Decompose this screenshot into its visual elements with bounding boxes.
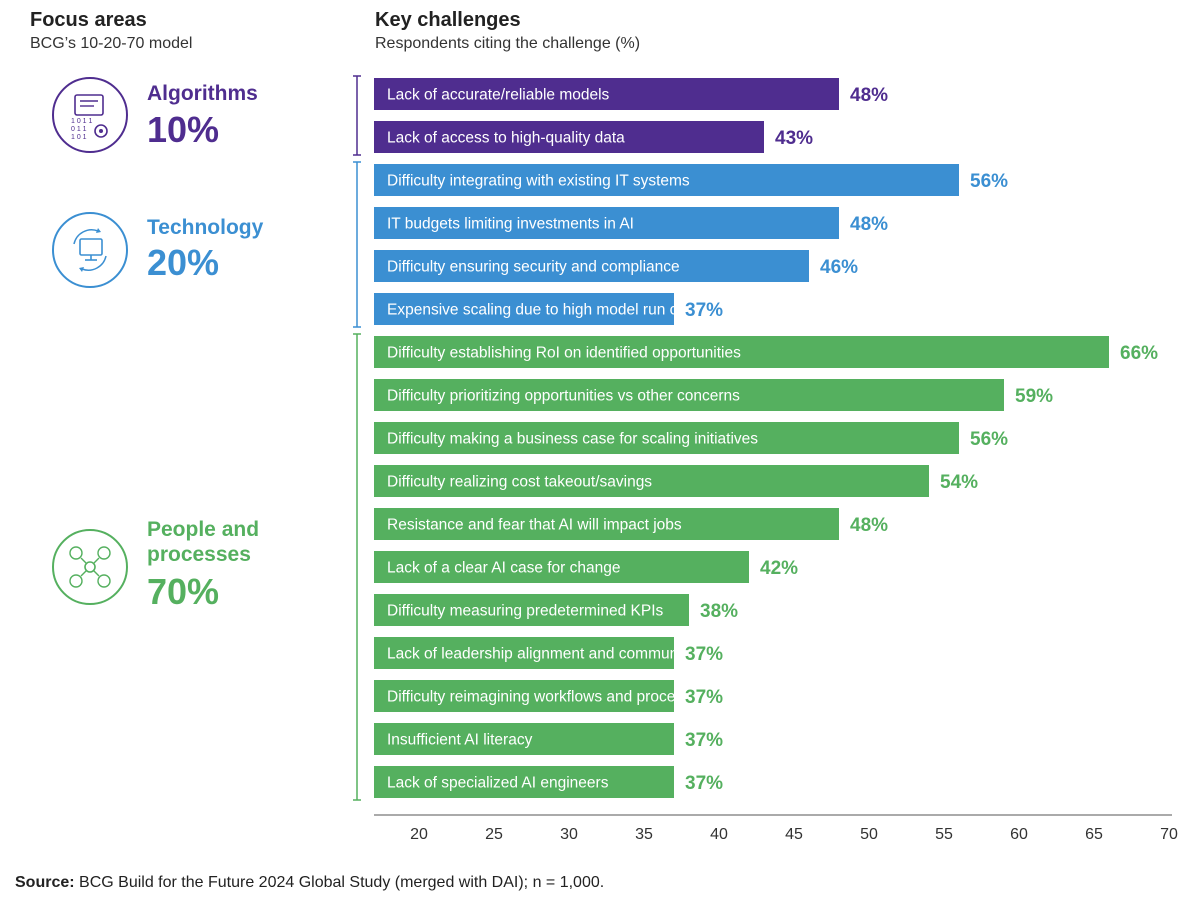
- bar-label: Difficulty integrating with existing IT …: [387, 173, 690, 190]
- bar-value-label: 48%: [850, 214, 888, 235]
- chart-title: Key challenges: [375, 9, 521, 31]
- svg-text:0 1 1: 0 1 1: [71, 126, 87, 133]
- source-text: BCG Build for the Future 2024 Global Stu…: [79, 874, 605, 891]
- bar: [374, 766, 674, 798]
- focus-area-name-people-line2: processes: [147, 543, 251, 566]
- people-network-icon: [52, 529, 128, 605]
- focus-area-percent-algorithms: 10%: [147, 109, 220, 150]
- bar-value-label: 37%: [685, 687, 723, 708]
- bar-label: Difficulty establishing RoI on identifie…: [387, 345, 741, 362]
- x-tick-label: 70: [1160, 826, 1178, 843]
- x-tick-label: 25: [485, 826, 503, 843]
- bar-label: Difficulty making a business case for sc…: [387, 431, 758, 448]
- bar: [374, 250, 809, 282]
- bar: [374, 465, 929, 497]
- svg-text:1 0 1 1: 1 0 1 1: [71, 118, 93, 125]
- bar-value-label: 56%: [970, 171, 1008, 192]
- focus-area-name-people-line1: People and: [147, 518, 260, 541]
- x-tick-label: 20: [410, 826, 428, 843]
- focus-area-name-technology: Technology: [147, 216, 264, 239]
- x-tick-label: 40: [710, 826, 728, 843]
- bar: [374, 207, 839, 239]
- bar-label: Difficulty prioritizing opportunities vs…: [387, 388, 740, 405]
- bar: [374, 164, 959, 196]
- bar: [374, 551, 749, 583]
- focus-areas-title: Focus areas: [30, 9, 147, 31]
- bar-value-label: 37%: [685, 644, 723, 665]
- bar-label: Difficulty realizing cost takeout/saving…: [387, 474, 652, 491]
- bar: [374, 594, 689, 626]
- bar-value-label: 37%: [685, 730, 723, 751]
- bar-label: Difficulty ensuring security and complia…: [387, 259, 680, 276]
- bar-value-label: 37%: [685, 773, 723, 794]
- bar-label: Difficulty reimagining workflows and pro…: [387, 689, 707, 706]
- bar: [374, 508, 839, 540]
- bar: [374, 723, 674, 755]
- bar-value-label: 66%: [1120, 343, 1158, 364]
- bar-value-label: 54%: [940, 472, 978, 493]
- bar-label: Lack of accurate/reliable models: [387, 87, 610, 104]
- monitor-cycle-icon: [52, 212, 128, 288]
- x-tick-label: 35: [635, 826, 653, 843]
- bar: [374, 637, 674, 669]
- focus-area-percent-technology: 20%: [147, 242, 220, 283]
- bar-value-label: 46%: [820, 257, 858, 278]
- bar: [374, 121, 764, 153]
- x-tick-label: 45: [785, 826, 803, 843]
- x-tick-label: 60: [1010, 826, 1028, 843]
- bar-label: Expensive scaling due to high model run …: [387, 302, 706, 319]
- bar-value-label: 37%: [685, 300, 723, 321]
- x-tick-label: 55: [935, 826, 953, 843]
- focus-area-name-algorithms: Algorithms: [147, 82, 258, 105]
- focus-area-percent-people: 70%: [147, 571, 220, 612]
- code-gear-icon: 1 0 1 1 0 1 1 1 0 1: [52, 77, 128, 153]
- bar-label: IT budgets limiting investments in AI: [387, 216, 634, 233]
- source-note: Source: BCG Build for the Future 2024 Gl…: [15, 874, 604, 892]
- bar-label: Lack of a clear AI case for change: [387, 560, 621, 577]
- bar-value-label: 38%: [700, 601, 738, 622]
- bar-value-label: 42%: [760, 558, 798, 579]
- bar-value-label: 59%: [1015, 386, 1053, 407]
- bar: [374, 422, 959, 454]
- bar-label: Lack of specialized AI engineers: [387, 775, 609, 792]
- bar-label: Lack of leadership alignment and communi…: [387, 646, 731, 663]
- bar-label: Difficulty measuring predetermined KPIs: [387, 603, 664, 620]
- chart-subtitle: Respondents citing the challenge (%): [375, 35, 641, 52]
- x-tick-label: 30: [560, 826, 578, 843]
- bar-value-label: 48%: [850, 515, 888, 536]
- bar-label: Insufficient AI literacy: [387, 732, 533, 749]
- bar-label: Resistance and fear that AI will impact …: [387, 517, 682, 534]
- bar: [374, 379, 1004, 411]
- svg-text:1 0 1: 1 0 1: [71, 134, 87, 141]
- x-tick-label: 65: [1085, 826, 1103, 843]
- bar: [374, 680, 674, 712]
- bar: [374, 293, 674, 325]
- bar-value-label: 43%: [775, 128, 813, 149]
- focus-areas-subtitle: BCG’s 10-20-70 model: [30, 35, 193, 52]
- source-label: Source:: [15, 874, 75, 891]
- bar-value-label: 56%: [970, 429, 1008, 450]
- bar: [374, 336, 1109, 368]
- bar: [374, 78, 839, 110]
- bar-value-label: 48%: [850, 85, 888, 106]
- x-tick-label: 50: [860, 826, 878, 843]
- bar-label: Lack of access to high-quality data: [387, 130, 625, 147]
